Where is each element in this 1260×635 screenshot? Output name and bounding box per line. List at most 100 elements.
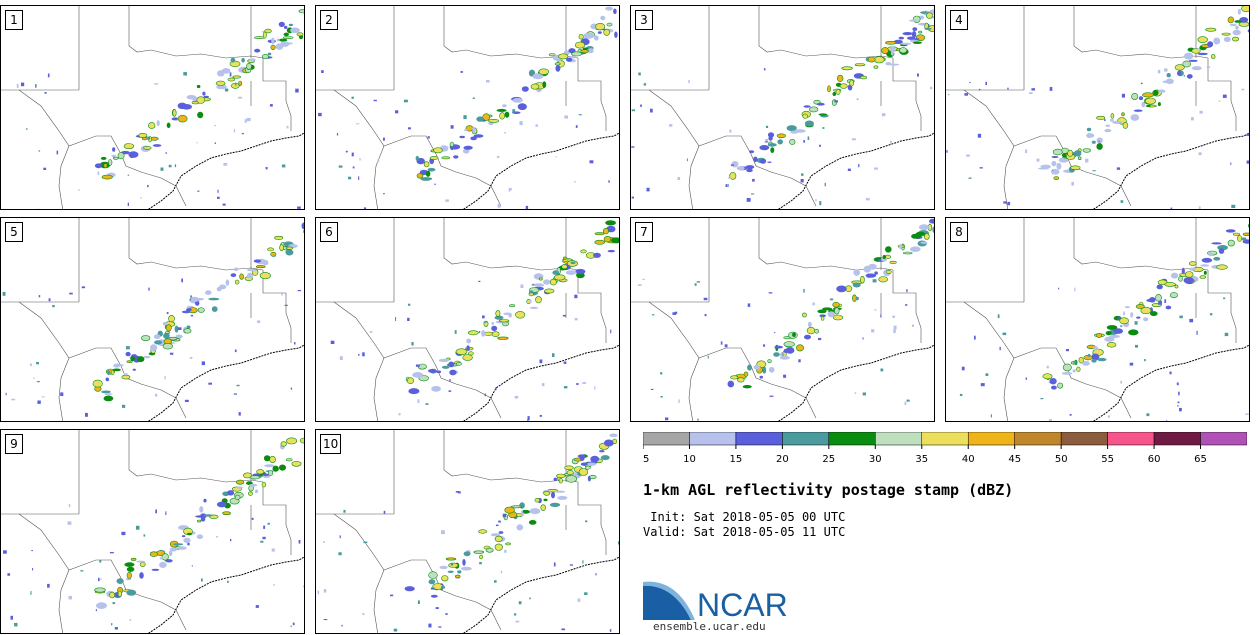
precip-cell [570, 261, 576, 265]
precip-cell [246, 268, 257, 272]
precip-cell [189, 357, 193, 359]
panel-label: 3 [635, 10, 653, 30]
precip-cell [321, 70, 324, 73]
precip-cell [1066, 349, 1069, 352]
precip-cell [286, 125, 289, 129]
precip-cell [436, 370, 442, 374]
precip-cell [154, 83, 159, 85]
precip-cell [855, 296, 859, 301]
precip-cell [1120, 325, 1123, 327]
precip-cell [47, 583, 50, 588]
state-border [688, 145, 700, 209]
precip-cell [177, 114, 188, 123]
precip-cell [724, 344, 728, 348]
precip-cell [428, 623, 432, 628]
precip-cell [832, 314, 844, 321]
precip-cell [262, 536, 266, 540]
colorbar-swatch [782, 432, 830, 446]
precip-cell [491, 331, 500, 337]
precip-cell [455, 491, 459, 493]
precip-cell [580, 249, 587, 254]
precip-cell [747, 303, 751, 307]
precip-cell [216, 286, 222, 292]
precip-cell [911, 31, 917, 38]
precip-cell [752, 178, 755, 182]
precip-cell [94, 163, 102, 169]
precip-cell [496, 108, 507, 112]
precip-cell [728, 177, 731, 179]
precip-cell [1113, 328, 1123, 334]
precip-cell [362, 613, 365, 616]
precip-cell [479, 554, 484, 560]
panel-label: 4 [950, 10, 968, 30]
colorbar-tick-label: 5 [643, 454, 649, 465]
reflectivity-colorbar: 5 10 15 20 25 30 35 40 45 50 55 60 65 [643, 432, 1247, 465]
precip-cell [450, 563, 454, 566]
precip-cell [263, 525, 266, 529]
precip-cell [276, 38, 280, 42]
precip-cell [749, 150, 755, 154]
precip-cell [818, 113, 828, 116]
colorbar-tick-label: 30 [869, 454, 882, 465]
precip-cell [729, 172, 737, 180]
precip-cell [522, 510, 530, 514]
precip-cell [244, 119, 247, 123]
precip-cell [260, 540, 264, 543]
precip-cell [802, 113, 808, 119]
precip-cell [85, 412, 88, 417]
precip-cell [485, 547, 494, 553]
precip-cell [227, 490, 235, 496]
precip-cell [1058, 157, 1069, 163]
precip-cell [800, 179, 804, 183]
precip-cell [1121, 112, 1125, 117]
precip-cell [527, 419, 529, 421]
precip-cell [224, 88, 229, 92]
precip-cell [868, 263, 877, 270]
precip-cell [208, 297, 220, 301]
precip-cell [873, 56, 885, 64]
precip-cell [1227, 239, 1235, 247]
state-border [688, 357, 700, 421]
state-border [333, 89, 502, 207]
precip-cell [558, 477, 563, 484]
panel-label: 7 [635, 222, 653, 242]
precip-cell [383, 193, 385, 195]
map-image [946, 6, 1249, 209]
precip-cell [280, 441, 287, 447]
precip-cell [765, 125, 769, 128]
precip-cell [184, 399, 189, 402]
precip-cell [427, 136, 430, 139]
precip-cell [1124, 306, 1131, 309]
precip-cell [1077, 156, 1082, 161]
precip-cell [99, 560, 102, 563]
precip-cell [254, 36, 265, 39]
precip-cell [1091, 353, 1100, 361]
precip-cell [669, 124, 673, 127]
precip-cell [583, 32, 595, 39]
precip-cell [447, 570, 454, 573]
precip-cell [488, 119, 499, 123]
precip-cell [880, 368, 884, 372]
precip-cell [914, 38, 920, 41]
precip-cell [48, 298, 51, 302]
precip-cell [1239, 17, 1249, 23]
precip-cell [1169, 371, 1172, 375]
precip-cell [100, 156, 107, 160]
precip-cell [186, 325, 191, 329]
precip-cell [1007, 201, 1011, 206]
precip-cell [358, 176, 360, 180]
precip-cell [753, 156, 758, 163]
precip-cell [1123, 311, 1125, 316]
precip-cell [1184, 271, 1194, 278]
precip-cell [222, 511, 231, 515]
precip-cell [363, 541, 368, 544]
precip-cell [792, 332, 796, 338]
precip-cell [1106, 342, 1117, 348]
precip-cell [912, 27, 918, 31]
precip-cell [495, 310, 501, 317]
precip-cell [557, 495, 568, 500]
precip-cell [1007, 87, 1009, 90]
precip-cell [618, 541, 619, 545]
precip-cell [1208, 252, 1213, 257]
precip-cell [1147, 104, 1151, 107]
